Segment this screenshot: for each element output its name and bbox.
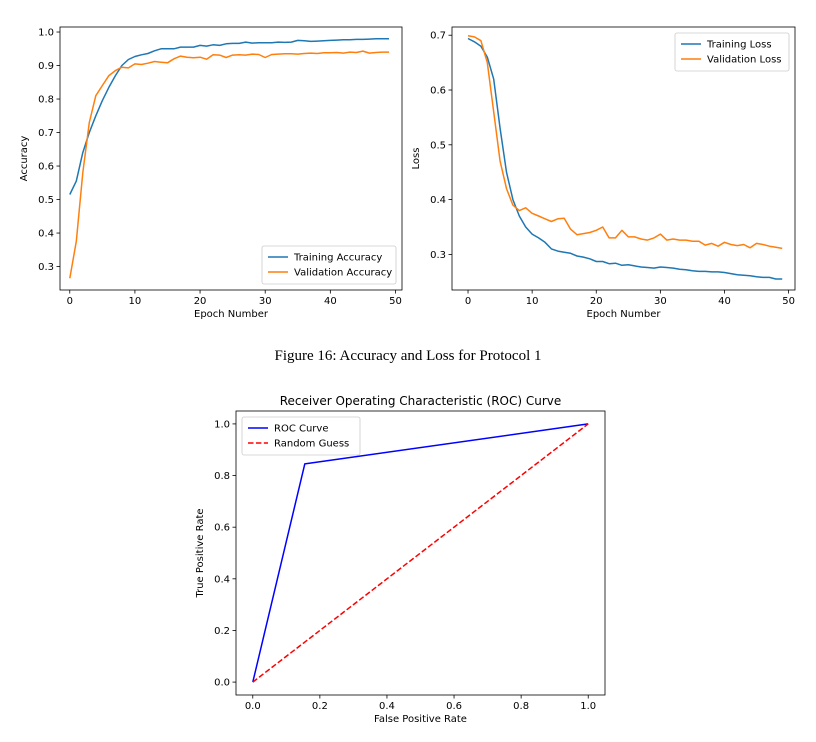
y-tick-label: 0.6 [430, 86, 446, 97]
x-tick-label: 10 [526, 296, 539, 307]
y-axis-label: Accuracy [19, 136, 30, 182]
series-line-3-2 [252, 423, 589, 683]
legend-box [261, 245, 397, 285]
legend-label: Random Guess [274, 439, 349, 450]
x-axis-label: Epoch Number [194, 309, 269, 320]
x-tick-label: 30 [654, 296, 667, 307]
x-tick-label: 0.6 [446, 701, 462, 712]
y-tick-label: 1.0 [214, 419, 230, 430]
y-tick-label: 0.5 [38, 195, 54, 206]
chart-2: 0 10 20 30 40 50 0.3 0.4 0.5 0.6 0.7 Epoch Number Lo… [411, 26, 796, 320]
legend-box [674, 32, 790, 72]
chart-title: Receiver Operating Characteristic (ROC) … [280, 394, 562, 408]
axes-frame [451, 26, 796, 291]
y-tick-label: 0.9 [38, 61, 54, 72]
x-tick-label: 0 [67, 296, 73, 307]
series-line-2-1 [467, 37, 783, 280]
x-tick-label: 0.2 [312, 701, 328, 712]
y-tick-label: 0.6 [214, 523, 230, 534]
chart-1: 0 10 20 30 40 50 0.3 0.4 0.5 0.6 0.7 0.8 0.9 1.0 Epoch… [19, 26, 403, 320]
y-tick-label: 0.0 [214, 678, 230, 689]
y-tick-label: 0.7 [430, 31, 446, 42]
y-tick-label: 0.6 [38, 162, 54, 173]
legend-box [241, 416, 361, 456]
y-tick-label: 0.3 [430, 250, 446, 261]
y-tick-label: 0.5 [430, 140, 446, 151]
series-line-2-2 [467, 35, 783, 250]
y-tick-label: 0.8 [38, 95, 54, 106]
legend: Training Loss Validation Loss [674, 32, 790, 72]
legend: Training Accuracy Validation Accuracy [261, 245, 397, 285]
series-line-1-1 [69, 37, 389, 195]
y-tick-label: 0.4 [430, 195, 446, 206]
y-tick-label: 0.4 [214, 574, 230, 585]
y-tick-label: 0.3 [38, 262, 54, 273]
chart-3: 0.0 0.2 0.4 0.6 0.8 1.0 0.0 0.2 0.4 0.6 0.8 1.0 Fals… [195, 394, 606, 725]
legend-label: Training Loss [706, 40, 772, 51]
legend: ROC Curve Random Guess [241, 416, 361, 456]
y-tick-label: 0.8 [214, 471, 230, 482]
x-tick-label: 30 [259, 296, 272, 307]
y-tick-label: 1.0 [38, 28, 54, 39]
x-axis-label: False Positive Rate [374, 714, 467, 725]
x-tick-label: 40 [324, 296, 337, 307]
x-tick-label: 0.8 [513, 701, 529, 712]
x-tick-label: 50 [782, 296, 795, 307]
series-line-3-1 [252, 423, 589, 683]
x-tick-label: 0.4 [379, 701, 395, 712]
y-axis-label: True Positive Rate [195, 508, 206, 598]
x-tick-label: 50 [389, 296, 402, 307]
x-tick-label: 20 [590, 296, 603, 307]
axes-frame [235, 410, 606, 696]
axes-frame [59, 26, 403, 291]
legend-label: ROC Curve [274, 424, 328, 435]
y-tick-label: 0.4 [38, 229, 54, 240]
legend-label: Training Accuracy [293, 253, 382, 264]
x-axis-label: Epoch Number [587, 309, 662, 320]
legend-label: Validation Loss [707, 55, 782, 66]
x-tick-label: 40 [718, 296, 731, 307]
x-tick-label: 10 [129, 296, 142, 307]
y-tick-label: 0.2 [214, 626, 230, 637]
y-tick-label: 0.7 [38, 128, 54, 139]
figure-caption: Figure 16: Accuracy and Loss for Protoco… [274, 348, 542, 364]
x-tick-label: 1.0 [580, 701, 596, 712]
legend-label: Validation Accuracy [294, 268, 392, 279]
x-tick-label: 0.0 [245, 701, 261, 712]
series-line-1-2 [69, 50, 389, 279]
y-axis-label: Loss [411, 148, 422, 170]
x-tick-label: 20 [194, 296, 207, 307]
x-tick-label: 0 [465, 296, 471, 307]
